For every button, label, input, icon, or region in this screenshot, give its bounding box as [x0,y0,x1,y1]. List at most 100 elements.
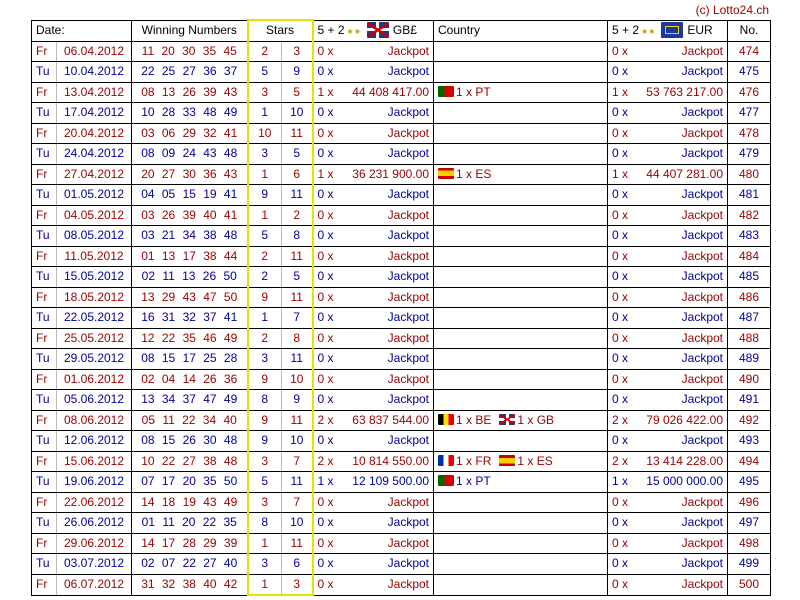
eur-prize-cell: 0 x Jackpot [607,184,729,206]
gb-prize-cell: 0 x Jackpot [312,61,435,83]
eur-prize: Jackpot [681,64,724,79]
gb-winners: 0 x [317,310,334,325]
numbers-cell: 02 07 22 27 40 [131,553,248,575]
draw-number-cell: 484 [727,245,772,267]
header-gb-currency: GB£ [392,22,417,37]
star-2-cell: 11 [280,286,314,308]
eur-winners: 0 x [612,494,629,509]
eur-prize: Jackpot [681,351,724,366]
gb-winners: 0 x [317,207,334,222]
fr-flag-icon [438,454,455,466]
eur-prize: Jackpot [681,556,724,571]
gb-flag-icon [366,21,389,38]
gb-winners: 2 x [317,412,334,427]
country-cell [433,389,609,411]
star-1-cell: 1 [246,532,282,554]
gb-prize: 44 408 417.00 [352,84,430,99]
gb-prize: Jackpot [387,392,430,407]
table-row: Tu 15.05.2012 02 11 13 26 50 2 5 0 x Jack… [31,266,772,288]
gb-winners: 1 x [317,474,334,489]
draw-number-cell: 480 [727,163,772,185]
date-cell: 13.04.2012 [56,81,132,103]
eur-winners: 0 x [612,207,629,222]
gb-prize: Jackpot [387,207,430,222]
header-eur-currency: EUR [687,22,713,37]
star-1-cell: 9 [246,409,282,431]
eu-flag-icon [661,21,684,38]
draw-number-cell: 491 [727,389,772,411]
eur-winners: 1 x [612,166,629,181]
day-cell: Fr [31,40,57,62]
day-cell: Fr [31,573,57,596]
country-cell [433,348,609,370]
table-row: Fr 13.04.2012 08 13 26 39 43 3 5 1 x 44 4… [31,81,772,103]
eur-prize: 44 407 281.00 [646,166,724,181]
eur-prize-cell: 2 x 79 026 422.00 [607,409,729,431]
star-2-cell: 11 [280,409,314,431]
table-row: Fr 27.04.2012 20 27 30 36 43 1 6 1 x 36 2… [31,163,772,185]
eur-prize-cell: 0 x Jackpot [607,512,729,534]
numbers-cell: 02 04 14 26 36 [131,368,248,390]
date-cell: 08.06.2012 [56,409,132,431]
gb-winners: 0 x [317,433,334,448]
draw-number-cell: 490 [727,368,772,390]
day-cell: Tu [31,184,57,206]
gb-winners: 0 x [317,351,334,366]
country-cell [433,368,609,390]
gb-prize-cell: 0 x Jackpot [312,266,435,288]
draw-number-cell: 476 [727,81,772,103]
table-row: Fr 25.05.2012 12 22 35 46 49 2 8 0 x Jack… [31,327,772,349]
table-row: Fr 20.04.2012 03 06 29 32 41 10 11 0 x Ja… [31,122,772,144]
date-cell: 26.06.2012 [56,512,132,534]
gb-winners: 0 x [317,330,334,345]
country-cell [433,327,609,349]
gb-winners: 2 x [317,453,334,468]
gb-prize-cell: 0 x Jackpot [312,532,435,554]
country-cell [433,573,609,596]
star-1-cell: 10 [246,122,282,144]
gb-prize: Jackpot [387,289,430,304]
draw-number-cell: 481 [727,184,772,206]
country-cell [433,40,609,62]
country-cell: 1 x BE 1 x GB [433,409,609,431]
eur-prize-cell: 1 x 44 407 281.00 [607,163,729,185]
country-cell [433,430,609,452]
star-1-cell: 1 [246,163,282,185]
country-text: 1 x GB [517,412,555,427]
eur-winners: 0 x [612,125,629,140]
date-cell: 22.05.2012 [56,307,132,329]
eur-prize-cell: 0 x Jackpot [607,327,729,349]
country-cell [433,286,609,308]
gb-prize: Jackpot [387,433,430,448]
date-cell: 01.05.2012 [56,184,132,206]
country-entry: 1 x BE [438,413,491,427]
day-cell: Tu [31,225,57,247]
eur-winners: 0 x [612,187,629,202]
table-row: Tu 01.05.2012 04 05 15 19 41 9 11 0 x Jac… [31,184,772,206]
eur-prize-cell: 0 x Jackpot [607,532,729,554]
gb-winners: 0 x [317,64,334,79]
draw-number-cell: 496 [727,491,772,513]
country-cell [433,102,609,124]
country-cell [433,184,609,206]
star-1-cell: 8 [246,389,282,411]
gb-prize: Jackpot [387,43,430,58]
gb-prize-cell: 1 x 44 408 417.00 [312,81,435,103]
eur-prize-cell: 0 x Jackpot [607,553,729,575]
numbers-cell: 12 22 35 46 49 [131,327,248,349]
header-gb-label: 5 + 2 [317,22,345,37]
date-cell: 08.05.2012 [56,225,132,247]
numbers-cell: 03 26 39 40 41 [131,204,248,226]
date-cell: 04.05.2012 [56,204,132,226]
copyright-link[interactable]: (c) Lotto24.ch [695,3,769,17]
draw-number-cell: 486 [727,286,772,308]
numbers-cell: 14 18 19 43 49 [131,491,248,513]
eur-prize-cell: 0 x Jackpot [607,348,729,370]
gb-prize: Jackpot [387,556,430,571]
eur-winners: 0 x [612,248,629,263]
gb-prize: Jackpot [387,494,430,509]
day-cell: Fr [31,532,57,554]
date-cell: 12.06.2012 [56,430,132,452]
eur-winners: 0 x [612,433,629,448]
star-2-cell: 11 [280,184,314,206]
